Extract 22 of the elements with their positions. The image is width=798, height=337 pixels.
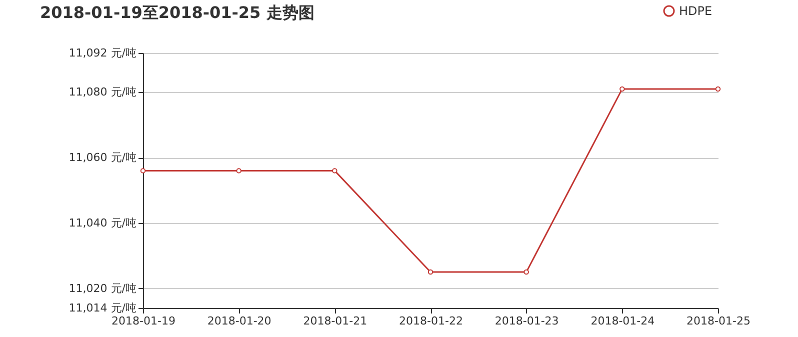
y-tick-label: 11,040 元/吨 <box>68 216 136 230</box>
y-tick-label: 11,060 元/吨 <box>68 151 136 164</box>
x-tick-label: 2018-01-21 <box>303 314 368 328</box>
x-tick-label: 2018-01-24 <box>590 314 655 328</box>
x-tick-label: 2018-01-19 <box>112 314 176 328</box>
chart-title: 2018-01-19至2018-01-25 走势图 <box>40 3 314 24</box>
y-tick-label: 11,014 元/吨 <box>68 302 136 314</box>
x-tick-label: 2018-01-25 <box>686 314 750 328</box>
x-tick-label: 2018-01-22 <box>399 314 463 328</box>
point <box>140 168 146 174</box>
point <box>620 86 625 92</box>
point <box>332 168 338 174</box>
y-tick-label: 11,080 元/吨 <box>68 86 136 99</box>
point <box>524 269 529 275</box>
x-tick-label: 2018-01-23 <box>494 314 559 328</box>
point <box>715 86 721 92</box>
point <box>236 168 242 174</box>
y-tick-label: 11,020 元/吨 <box>68 282 136 295</box>
legend-label: HDPE <box>679 4 712 18</box>
y-tick-label: 11,092 元/吨 <box>68 46 136 60</box>
point <box>428 269 434 275</box>
x-tick-label: 2018-01-20 <box>207 314 272 328</box>
